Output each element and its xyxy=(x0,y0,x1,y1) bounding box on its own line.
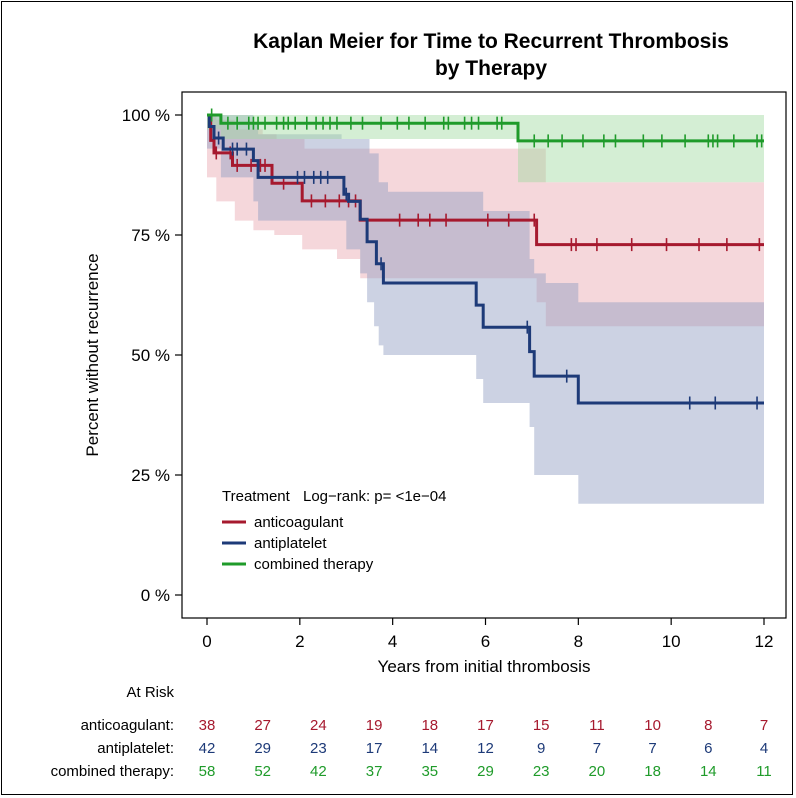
at-risk-count-2-2: 42 xyxy=(310,763,327,780)
at-risk-count-2-7: 20 xyxy=(589,763,606,780)
at-risk-count-1-10: 4 xyxy=(760,740,768,757)
y-tick-label-2: 50 % xyxy=(131,346,170,365)
legend: Treatment Log−rank: p= <1e−04 anticoagulan… xyxy=(222,488,446,573)
at-risk-count-2-8: 18 xyxy=(644,763,661,780)
y-tick-label-1: 25 % xyxy=(131,466,170,485)
x-axis-label: Years from initial thrombosis xyxy=(378,657,591,676)
at-risk-count-0-9: 8 xyxy=(704,717,712,734)
at-risk-count-0-2: 24 xyxy=(310,717,327,734)
at-risk-count-2-5: 29 xyxy=(477,763,494,780)
at-risk-label-0: anticoagulant: xyxy=(81,717,174,734)
at-risk-count-2-1: 52 xyxy=(254,763,271,780)
survival-curve-0 xyxy=(207,113,764,247)
x-tick-label-5: 10 xyxy=(662,632,681,651)
at-risk-count-0-3: 19 xyxy=(366,717,383,734)
at-risk-label-2: combined therapy: xyxy=(51,763,174,780)
at-risk-count-0-7: 11 xyxy=(589,717,605,734)
at-risk-count-1-1: 29 xyxy=(254,740,271,757)
confidence-bands xyxy=(207,115,764,504)
at-risk-count-0-0: 38 xyxy=(199,717,216,734)
chart-title: Kaplan Meier for Time to Recurrent Throm… xyxy=(253,30,729,53)
legend-title: Treatment xyxy=(222,488,291,505)
at-risk-count-1-0: 42 xyxy=(199,740,216,757)
at-risk-count-2-10: 11 xyxy=(756,763,772,780)
at-risk-count-1-6: 9 xyxy=(537,740,545,757)
x-tick-label-4: 8 xyxy=(574,632,583,651)
at-risk-count-0-6: 15 xyxy=(533,717,550,734)
y-tick-label-0: 0 % xyxy=(141,586,170,605)
confidence-band-2 xyxy=(207,115,764,183)
legend-logrank: Log−rank: p= <1e−04 xyxy=(303,488,446,505)
x-tick-label-0: 0 xyxy=(202,632,211,651)
at-risk-count-2-9: 14 xyxy=(700,763,717,780)
at-risk-count-1-9: 6 xyxy=(704,740,712,757)
at-risk-count-1-4: 14 xyxy=(421,740,438,757)
legend-label-1: antiplatelet xyxy=(254,535,327,552)
at-risk-count-2-4: 35 xyxy=(421,763,438,780)
x-tick-label-3: 6 xyxy=(481,632,490,651)
survival-curve-2 xyxy=(207,113,764,143)
confidence-band-1 xyxy=(207,115,764,504)
at-risk-table: At Risk anticoagulant: 38 27 24 19 18 17 15 11 10 8… xyxy=(51,684,772,780)
x-tick-label-1: 2 xyxy=(295,632,304,651)
y-tick-label-3: 75 % xyxy=(131,226,170,245)
legend-label-0: anticoagulant xyxy=(254,514,344,531)
at-risk-count-1-7: 7 xyxy=(593,740,601,757)
y-axis-label: Percent without recurrence xyxy=(83,253,102,456)
at-risk-count-0-10: 7 xyxy=(760,717,768,734)
at-risk-label-1: antiplatelet: xyxy=(97,740,174,757)
at-risk-count-0-5: 17 xyxy=(477,717,494,734)
at-risk-title: At Risk xyxy=(126,684,174,701)
at-risk-count-2-3: 37 xyxy=(366,763,383,780)
axes: 0 2 4 6 8 10 12 0 % 25 % 50 % 75 % 100 % xyxy=(122,91,787,651)
x-tick-label-2: 4 xyxy=(388,632,397,651)
at-risk-count-1-5: 12 xyxy=(477,740,494,757)
at-risk-count-1-3: 17 xyxy=(366,740,383,757)
survival-curve-1 xyxy=(207,113,764,405)
legend-label-2: combined therapy xyxy=(254,556,374,573)
survival-curves xyxy=(207,108,764,410)
y-tick-label-4: 100 % xyxy=(122,106,170,125)
x-tick-label-6: 12 xyxy=(755,632,774,651)
at-risk-count-0-4: 18 xyxy=(421,717,438,734)
at-risk-count-2-0: 58 xyxy=(199,763,216,780)
at-risk-count-0-8: 10 xyxy=(644,717,661,734)
at-risk-count-1-2: 23 xyxy=(310,740,327,757)
at-risk-count-1-8: 7 xyxy=(648,740,656,757)
chart-subtitle: by Therapy xyxy=(435,57,547,80)
at-risk-count-0-1: 27 xyxy=(254,717,271,734)
at-risk-count-2-6: 23 xyxy=(533,763,550,780)
